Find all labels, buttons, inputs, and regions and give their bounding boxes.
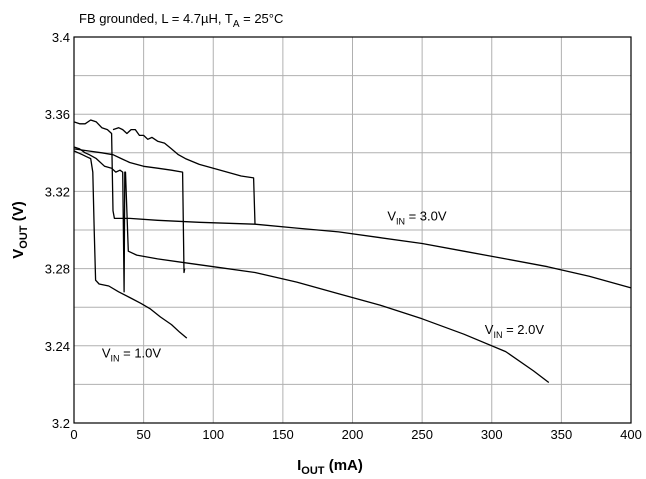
- y-tick-label: 3.4: [52, 30, 70, 45]
- x-tick-label: 150: [272, 427, 294, 442]
- x-tick-label: 250: [411, 427, 433, 442]
- x-axis-title: IOUT (mA): [297, 457, 363, 477]
- x-tick-label: 0: [70, 427, 77, 442]
- series-line-5: [112, 127, 256, 225]
- x-tick-label: 400: [620, 427, 642, 442]
- x-tick-label: 100: [202, 427, 224, 442]
- series-label: VIN = 2.0V: [485, 322, 545, 340]
- data-curves: [73, 119, 632, 384]
- grid-lines: [74, 37, 631, 423]
- series-line-1: [73, 150, 188, 339]
- tick-labels: 0 50 100 150 200 250 300 350 400 3.2 3.24 3.28 3.32 3…: [45, 30, 642, 442]
- x-tick-label: 350: [551, 427, 573, 442]
- x-tick-label: 200: [342, 427, 364, 442]
- plot-frame: [73, 36, 632, 424]
- y-tick-label: 3.32: [45, 184, 70, 199]
- series-line-2: [73, 146, 550, 384]
- y-tick-label: 3.2: [52, 416, 70, 431]
- series-label: VIN = 3.0V: [387, 208, 447, 226]
- y-tick-label: 3.28: [45, 262, 70, 277]
- x-tick-label: 50: [136, 427, 150, 442]
- y-tick-label: 3.24: [45, 339, 70, 354]
- chart-title: FB grounded, L = 4.7µH, TA = 25°C: [79, 11, 283, 30]
- y-axis-title: VOUT (V): [10, 201, 30, 258]
- series-annotations: VIN = 3.0V VIN = 2.0V VIN = 1.0V: [102, 208, 544, 363]
- series-line-3: [73, 119, 632, 289]
- series-line-4: [73, 148, 186, 274]
- y-tick-label: 3.36: [45, 107, 70, 122]
- series-label: VIN = 1.0V: [102, 345, 162, 363]
- x-tick-label: 300: [481, 427, 503, 442]
